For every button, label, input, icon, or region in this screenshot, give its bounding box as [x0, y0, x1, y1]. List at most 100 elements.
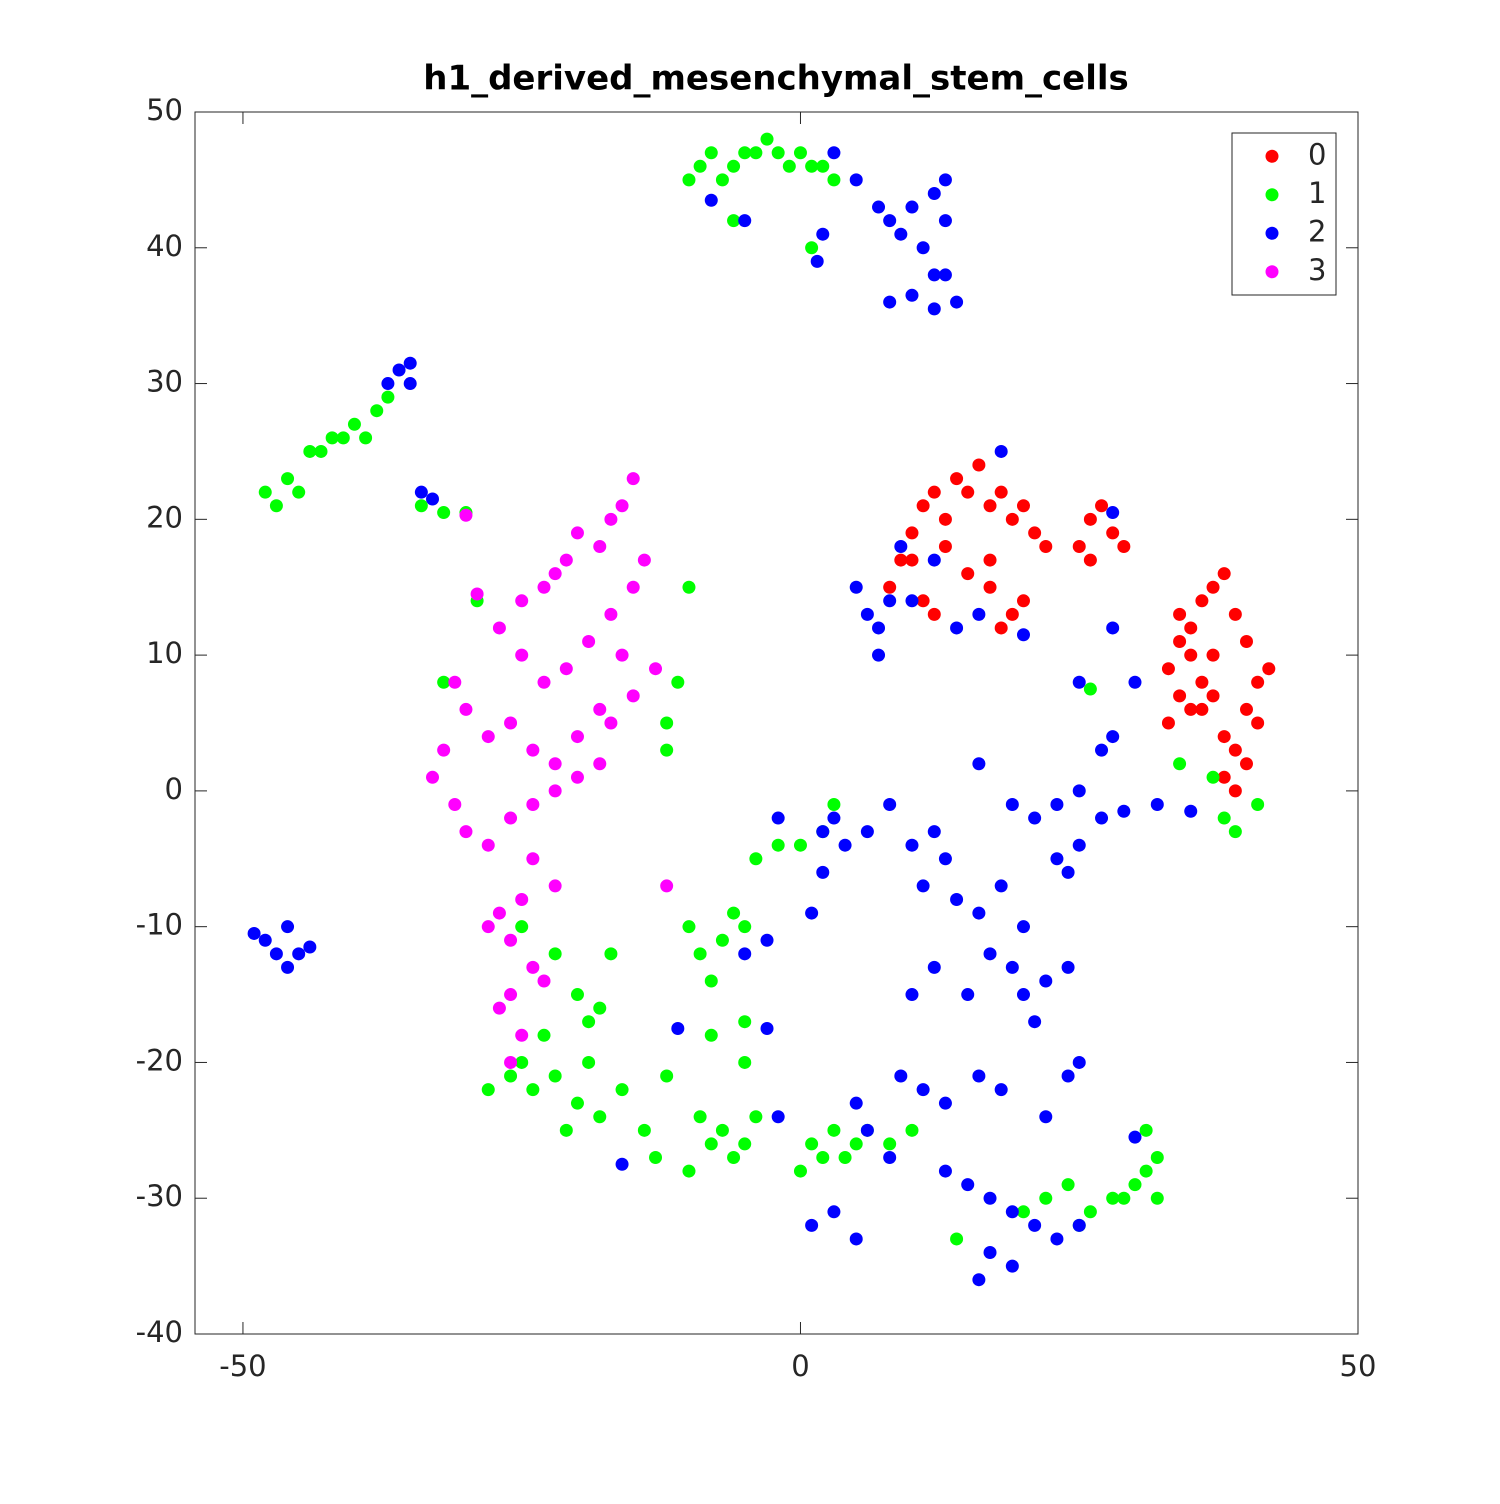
x-tick-label: 50	[1340, 1349, 1377, 1383]
point	[916, 879, 930, 893]
point	[1072, 838, 1086, 852]
point	[1039, 1110, 1053, 1124]
point	[905, 594, 919, 608]
point	[760, 1022, 774, 1035]
point	[827, 1123, 841, 1137]
point	[1239, 757, 1253, 771]
point	[961, 988, 975, 1002]
point	[381, 377, 395, 391]
point	[1016, 628, 1030, 642]
point	[1061, 865, 1075, 879]
point	[972, 757, 986, 771]
point	[281, 960, 295, 974]
point	[615, 1083, 629, 1097]
point	[671, 675, 685, 689]
point	[1016, 1205, 1030, 1219]
point	[1150, 797, 1164, 811]
point	[805, 241, 819, 255]
point	[426, 770, 440, 784]
point	[1106, 621, 1120, 635]
point	[1150, 1150, 1164, 1164]
point	[1206, 580, 1220, 594]
point	[1239, 635, 1253, 649]
point	[548, 757, 562, 771]
point	[269, 499, 283, 513]
point	[760, 132, 774, 146]
x-tick-label: -50	[219, 1349, 266, 1383]
point	[682, 920, 696, 934]
point	[927, 186, 941, 200]
point	[727, 159, 741, 173]
point	[704, 1137, 718, 1151]
point	[414, 499, 428, 513]
point	[1028, 526, 1042, 540]
point	[972, 607, 986, 621]
point	[615, 499, 629, 513]
point	[860, 825, 874, 839]
point	[682, 1164, 696, 1178]
legend-marker	[1265, 226, 1279, 240]
point	[649, 1150, 663, 1164]
point	[1095, 499, 1109, 513]
point	[459, 825, 473, 839]
point	[426, 492, 440, 506]
point	[938, 173, 952, 187]
point	[782, 159, 796, 173]
point	[916, 241, 930, 255]
point	[593, 539, 607, 553]
y-tick-label: 20	[146, 500, 183, 534]
point	[570, 770, 584, 784]
point	[994, 879, 1008, 893]
point	[793, 146, 807, 160]
point	[805, 159, 819, 173]
point	[894, 227, 908, 241]
y-tick-label: 50	[146, 93, 183, 127]
point	[738, 1055, 752, 1069]
point	[704, 1028, 718, 1042]
point	[481, 730, 495, 744]
y-tick-label: -40	[136, 1315, 183, 1349]
point	[570, 730, 584, 744]
point	[827, 1205, 841, 1219]
point	[994, 621, 1008, 635]
point	[671, 1022, 685, 1035]
point	[1039, 539, 1053, 553]
point	[1072, 675, 1086, 689]
point	[437, 506, 451, 520]
point	[816, 227, 830, 241]
point	[816, 159, 830, 173]
point	[938, 852, 952, 866]
point	[526, 797, 540, 811]
point	[548, 879, 562, 893]
point	[849, 1137, 863, 1151]
point	[515, 1028, 529, 1042]
point	[1061, 960, 1075, 974]
point	[537, 580, 551, 594]
point	[771, 838, 785, 852]
point	[370, 404, 384, 418]
point	[1173, 635, 1187, 649]
point	[1005, 797, 1019, 811]
point	[515, 594, 529, 608]
point	[1139, 1164, 1153, 1178]
point	[570, 1096, 584, 1110]
point	[760, 933, 774, 947]
point	[827, 811, 841, 825]
point	[1083, 553, 1097, 567]
point	[950, 1232, 964, 1246]
point	[1095, 743, 1109, 757]
point	[693, 1110, 707, 1124]
y-tick-label: 0	[165, 772, 183, 806]
point	[905, 988, 919, 1002]
point	[492, 906, 506, 920]
point	[414, 485, 428, 499]
point	[961, 567, 975, 581]
point	[738, 947, 752, 961]
point	[704, 193, 718, 207]
point	[448, 797, 462, 811]
point	[738, 1015, 752, 1029]
point	[883, 1150, 897, 1164]
point	[749, 852, 763, 866]
point	[938, 268, 952, 282]
